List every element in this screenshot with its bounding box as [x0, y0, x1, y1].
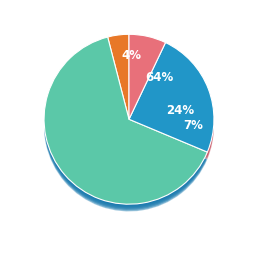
Wedge shape [108, 40, 129, 125]
Wedge shape [129, 45, 214, 154]
Wedge shape [129, 47, 214, 157]
Wedge shape [44, 42, 207, 209]
Wedge shape [129, 44, 214, 153]
Text: 64%: 64% [145, 71, 174, 84]
Wedge shape [108, 42, 129, 126]
Wedge shape [129, 34, 166, 119]
Wedge shape [129, 46, 214, 156]
Wedge shape [44, 44, 207, 211]
Wedge shape [44, 38, 207, 205]
Wedge shape [129, 37, 166, 122]
Wedge shape [129, 36, 166, 121]
Wedge shape [129, 50, 214, 159]
Text: 24%: 24% [166, 104, 194, 117]
Wedge shape [129, 48, 214, 158]
Wedge shape [108, 34, 129, 119]
Wedge shape [129, 42, 166, 126]
Wedge shape [129, 38, 166, 123]
Text: 7%: 7% [183, 119, 203, 132]
Wedge shape [44, 41, 207, 208]
Wedge shape [129, 40, 166, 125]
Wedge shape [108, 39, 129, 124]
Wedge shape [44, 39, 207, 207]
Wedge shape [108, 36, 129, 121]
Wedge shape [129, 39, 166, 124]
Wedge shape [108, 37, 129, 122]
Wedge shape [44, 37, 207, 204]
Wedge shape [129, 43, 214, 152]
Wedge shape [108, 38, 129, 123]
Wedge shape [44, 43, 207, 210]
Legend: Hispanic, White, Asian: Hispanic, White, Asian [43, 263, 215, 265]
Text: 4%: 4% [121, 48, 141, 61]
